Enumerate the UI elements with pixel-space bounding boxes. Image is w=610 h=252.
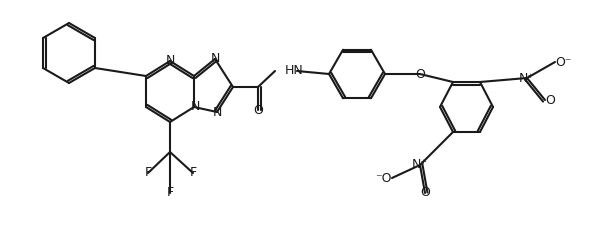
Text: N: N (212, 106, 221, 118)
Text: F: F (145, 167, 151, 179)
Text: N: N (210, 52, 220, 66)
Text: O: O (545, 93, 555, 107)
Text: N: N (165, 54, 174, 68)
Text: O: O (415, 68, 425, 80)
Text: O: O (420, 186, 430, 200)
Text: N: N (190, 101, 199, 113)
Text: HN: HN (285, 65, 304, 78)
Text: N⁺: N⁺ (412, 159, 428, 172)
Text: O⁻: O⁻ (555, 55, 572, 69)
Text: O: O (253, 104, 263, 116)
Text: F: F (167, 186, 174, 200)
Text: F: F (190, 167, 196, 179)
Text: N⁺: N⁺ (519, 72, 535, 84)
Text: ⁻O: ⁻O (376, 172, 392, 184)
